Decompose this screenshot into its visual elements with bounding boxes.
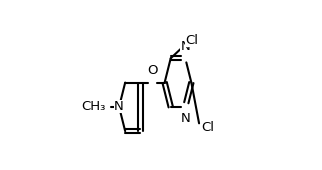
Text: N: N <box>114 100 124 113</box>
Text: Cl: Cl <box>185 34 198 47</box>
Text: O: O <box>147 64 158 76</box>
Text: CH₃: CH₃ <box>81 100 106 113</box>
Text: N: N <box>180 112 190 125</box>
Text: N: N <box>180 40 190 53</box>
Text: Cl: Cl <box>202 121 215 134</box>
